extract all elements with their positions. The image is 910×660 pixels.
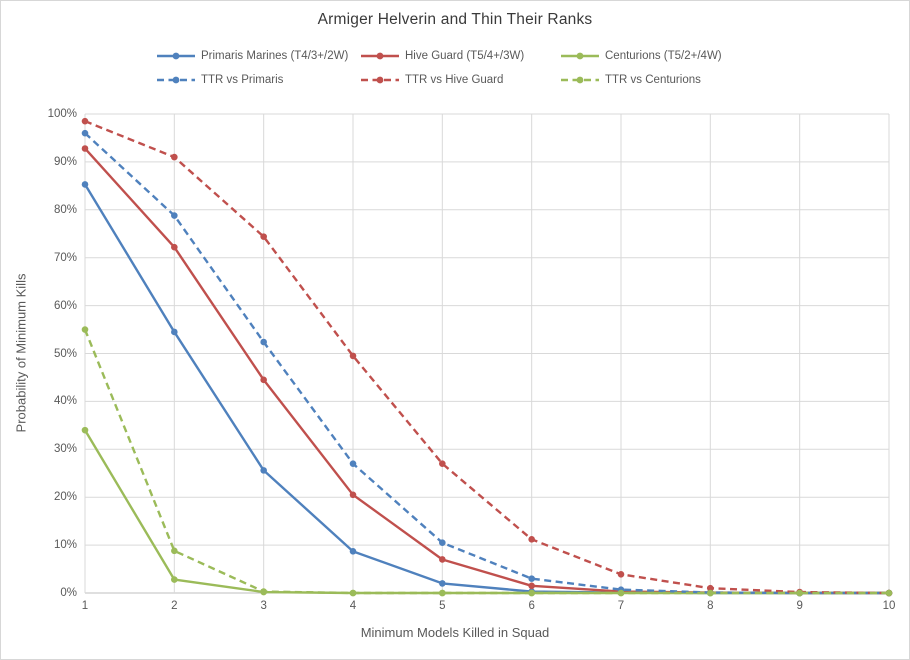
- data-point-marker[interactable]: [439, 556, 446, 563]
- y-tick-label: 80%: [53, 203, 77, 216]
- x-tick-label: 9: [796, 600, 803, 612]
- series-line-1[interactable]: [84, 147, 889, 595]
- y-tick-label: 0%: [60, 587, 77, 599]
- data-point-marker[interactable]: [885, 589, 893, 597]
- data-point-marker[interactable]: [707, 584, 714, 592]
- x-tick-label: 8: [707, 600, 714, 612]
- data-point-marker[interactable]: [528, 589, 535, 597]
- data-point-marker[interactable]: [171, 328, 178, 336]
- x-tick-label: 7: [617, 600, 625, 612]
- data-point-marker[interactable]: [260, 233, 267, 240]
- y-tick-label: 40%: [53, 395, 77, 408]
- legend-label: Centurions (T5/2+/4W): [605, 50, 722, 62]
- legend-item-hive-guard[interactable]: Hive Guard (T5/4+/3W): [361, 49, 524, 63]
- data-point-marker[interactable]: [260, 376, 267, 384]
- data-point-marker[interactable]: [171, 576, 178, 583]
- legend-line-sample-icon: [561, 76, 599, 84]
- data-point-marker[interactable]: [81, 426, 89, 434]
- series-line-0[interactable]: [83, 183, 889, 595]
- x-tick-label: 5: [439, 600, 446, 612]
- data-point-marker[interactable]: [707, 589, 714, 597]
- y-tick-label: 10%: [53, 539, 77, 552]
- legend-item-primaris-marines[interactable]: Primaris Marines (T4/3+/2W): [157, 49, 348, 63]
- data-point-marker[interactable]: [81, 129, 89, 137]
- legend-item-ttr-vs-primaris[interactable]: TTR vs Primaris: [157, 73, 283, 87]
- legend-line-sample-icon: [157, 76, 195, 84]
- legend-item-ttr-vs-centurions[interactable]: TTR vs Centurions: [561, 73, 701, 87]
- data-point-marker[interactable]: [439, 539, 446, 547]
- data-point-marker[interactable]: [439, 589, 446, 597]
- legend-label: Primaris Marines (T4/3+/2W): [201, 50, 349, 62]
- data-point-marker[interactable]: [528, 575, 535, 582]
- x-tick-label: 10: [882, 600, 896, 612]
- series-line-5[interactable]: [83, 329, 889, 595]
- chart-title: Armiger Helverin and Thin Their Ranks: [317, 11, 593, 28]
- legend-line-sample-icon: [361, 76, 399, 84]
- y-tick-label: 60%: [53, 299, 77, 312]
- x-tick-label: 6: [528, 600, 535, 612]
- x-tick-label: 2: [171, 600, 178, 612]
- y-tick-label: 90%: [53, 155, 77, 168]
- data-point-marker[interactable]: [171, 547, 178, 555]
- legend-label: Hive Guard (T5/4+/3W): [405, 50, 525, 62]
- data-point-marker[interactable]: [617, 571, 625, 578]
- data-point-marker[interactable]: [439, 580, 446, 587]
- x-tick-label: 4: [349, 600, 357, 612]
- data-point-marker[interactable]: [349, 491, 357, 499]
- data-point-marker[interactable]: [171, 153, 178, 161]
- data-point-marker[interactable]: [349, 460, 357, 467]
- data-point-marker[interactable]: [260, 338, 267, 346]
- data-point-marker[interactable]: [528, 582, 535, 590]
- data-point-marker[interactable]: [796, 589, 803, 597]
- y-tick-label: 30%: [53, 443, 77, 456]
- data-point-marker[interactable]: [260, 588, 267, 595]
- series-line-3[interactable]: [84, 132, 889, 595]
- legend-line-sample-icon: [157, 52, 195, 60]
- data-point-marker[interactable]: [171, 212, 178, 219]
- x-tick-label: 1: [81, 600, 89, 612]
- data-point-marker[interactable]: [171, 243, 178, 251]
- data-point-marker[interactable]: [260, 467, 267, 474]
- legend-line-sample-icon: [361, 52, 399, 60]
- data-point-marker[interactable]: [81, 181, 89, 188]
- y-tick-label: 50%: [53, 347, 77, 360]
- series-line-2[interactable]: [83, 429, 889, 595]
- legend-item-centurions[interactable]: Centurions (T5/2+/4W): [561, 49, 722, 63]
- legend-label: TTR vs Hive Guard: [405, 74, 504, 86]
- x-axis-title: Minimum Models Killed in Squad: [360, 625, 550, 640]
- data-point-marker[interactable]: [617, 589, 625, 597]
- y-tick-label: 100%: [47, 108, 77, 120]
- data-point-marker[interactable]: [349, 352, 357, 360]
- series-line-4[interactable]: [84, 120, 890, 595]
- legend-label: TTR vs Centurions: [605, 74, 701, 86]
- y-tick-label: 20%: [53, 491, 77, 504]
- data-point-marker[interactable]: [81, 145, 89, 152]
- x-tick-label: 3: [260, 600, 267, 612]
- data-point-marker[interactable]: [528, 536, 535, 543]
- y-tick-label: 70%: [53, 251, 77, 264]
- data-point-marker[interactable]: [439, 460, 446, 467]
- legend-label: TTR vs Primaris: [201, 74, 284, 86]
- data-point-marker[interactable]: [349, 589, 357, 597]
- legend-line-sample-icon: [561, 52, 599, 60]
- data-point-marker[interactable]: [81, 117, 89, 125]
- data-point-marker[interactable]: [349, 548, 357, 555]
- legend-item-ttr-vs-hive-guard[interactable]: TTR vs Hive Guard: [361, 73, 503, 87]
- data-point-marker[interactable]: [81, 326, 89, 333]
